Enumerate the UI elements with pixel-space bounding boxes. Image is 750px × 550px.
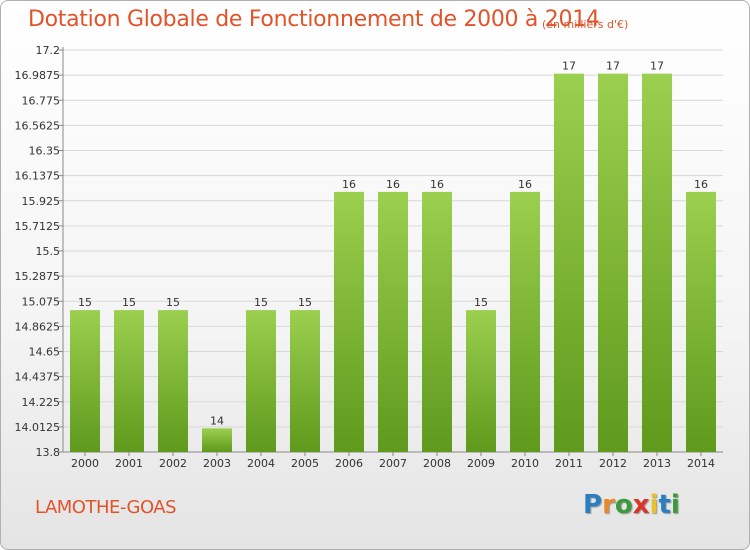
bar-2007[interactable]: [378, 191, 408, 452]
bar-2011[interactable]: [554, 73, 584, 452]
labels: 15 15 15 14 15 15 16 16 16 15 16 17 17 17 16: [78, 60, 708, 428]
x-tick-label-2008: 2008: [423, 457, 451, 470]
value-label-2001: 15: [122, 296, 136, 309]
x-tick-label-2006: 2006: [335, 457, 363, 470]
y-tick-label: 16.9875: [15, 69, 61, 82]
logo-letter: o: [614, 490, 633, 520]
x-tick-label-2002: 2002: [159, 457, 187, 470]
logo-letter: i: [670, 490, 680, 520]
x-tick-label-2000: 2000: [71, 457, 99, 470]
value-label-2008: 16: [430, 178, 444, 191]
logo-letter: r: [602, 490, 615, 520]
commune-name: LAMOTHE-GOAS: [35, 497, 177, 518]
bar-2014[interactable]: [686, 191, 716, 452]
x-tick-label-2003: 2003: [203, 457, 231, 470]
logo-letter: t: [658, 490, 671, 520]
logo-letter: P: [583, 490, 603, 520]
x-tick-label-2013: 2013: [643, 457, 671, 470]
bar-2004[interactable]: [246, 310, 276, 452]
x-tick-label-2011: 2011: [555, 457, 583, 470]
y-tick-label: 16.35: [29, 145, 61, 158]
bar-2009[interactable]: [466, 310, 496, 452]
chart-subtitle: (en milliers d'€): [542, 18, 629, 31]
value-label-2006: 16: [342, 178, 356, 191]
x-tick-label-2005: 2005: [291, 457, 319, 470]
bar-2013[interactable]: [642, 73, 672, 452]
bar-2005[interactable]: [290, 310, 320, 452]
proxiti-logo[interactable]: Proxiti: [583, 490, 680, 520]
bar-2010[interactable]: [510, 191, 540, 452]
y-tick-label: 17.2: [36, 44, 61, 57]
value-label-2011: 17: [562, 60, 576, 73]
value-label-2005: 15: [298, 296, 312, 309]
x-tick-label-2012: 2012: [599, 457, 627, 470]
y-tick-label: 14.65: [29, 346, 61, 359]
bar-2000[interactable]: [70, 310, 100, 452]
value-label-2014: 16: [694, 178, 708, 191]
y-tick-label: 14.225: [22, 396, 61, 409]
logo-letter: x: [632, 490, 650, 520]
value-label-2000: 15: [78, 296, 92, 309]
value-label-2002: 15: [166, 296, 180, 309]
y-tick-label: 15.7125: [15, 220, 61, 233]
y-tick-label: 15.925: [22, 195, 61, 208]
value-label-2013: 17: [650, 60, 664, 73]
y-tick-label: 14.8625: [15, 320, 61, 333]
y-tick-label: 16.775: [22, 94, 61, 107]
x-tick-label-2007: 2007: [379, 457, 407, 470]
value-label-2004: 15: [254, 296, 268, 309]
bars: [70, 73, 716, 452]
x-tick-label-2001: 2001: [115, 457, 143, 470]
bar-2002[interactable]: [158, 310, 188, 452]
x-tick-label-2010: 2010: [511, 457, 539, 470]
y-tick-label: 16.5625: [15, 119, 61, 132]
value-label-2003: 14: [210, 414, 224, 427]
x-tick-label-2004: 2004: [247, 457, 275, 470]
logo-letter: i: [649, 490, 659, 520]
chart-title: Dotation Globale de Fonctionnement de 20…: [28, 7, 600, 32]
bar-2001[interactable]: [114, 310, 144, 452]
bar-2006[interactable]: [334, 191, 364, 452]
bar-2003[interactable]: [202, 428, 232, 452]
bar-2012[interactable]: [598, 73, 628, 452]
value-label-2012: 17: [606, 60, 620, 73]
x-tick-label-2014: 2014: [687, 457, 715, 470]
x-tick-label-2009: 2009: [467, 457, 495, 470]
value-label-2009: 15: [474, 296, 488, 309]
y-tick-label: 15.2875: [15, 270, 61, 283]
y-tick-label: 14.0125: [15, 421, 61, 434]
y-tick-label: 15.075: [22, 295, 61, 308]
y-tick-label: 15.5: [36, 245, 61, 258]
y-tick-label: 13.8: [36, 446, 61, 459]
y-tick-label: 16.1375: [15, 170, 61, 183]
bar-2008[interactable]: [422, 191, 452, 452]
value-label-2007: 16: [386, 178, 400, 191]
value-label-2010: 16: [518, 178, 532, 191]
y-tick-label: 14.4375: [15, 371, 61, 384]
